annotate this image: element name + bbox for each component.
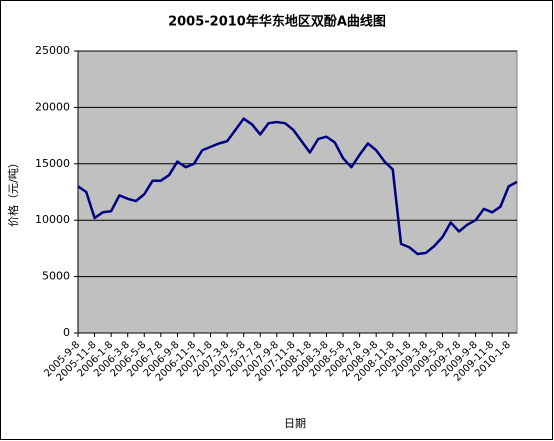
y-tick-label: 5000 xyxy=(42,270,70,283)
y-tick-label: 10000 xyxy=(35,213,70,226)
x-axis-label: 日期 xyxy=(284,417,306,430)
y-axis-label: 价格（元/吨） xyxy=(6,157,20,227)
series-line xyxy=(77,117,518,256)
chart-title: 2005-2010年华东地区双酚A曲线图 xyxy=(168,14,386,30)
y-tick-label: 20000 xyxy=(35,100,70,113)
y-tick-label: 25000 xyxy=(35,44,70,57)
y-tick-label: 0 xyxy=(63,326,70,339)
y-tick-label: 15000 xyxy=(35,157,70,170)
plot-area xyxy=(77,50,518,334)
